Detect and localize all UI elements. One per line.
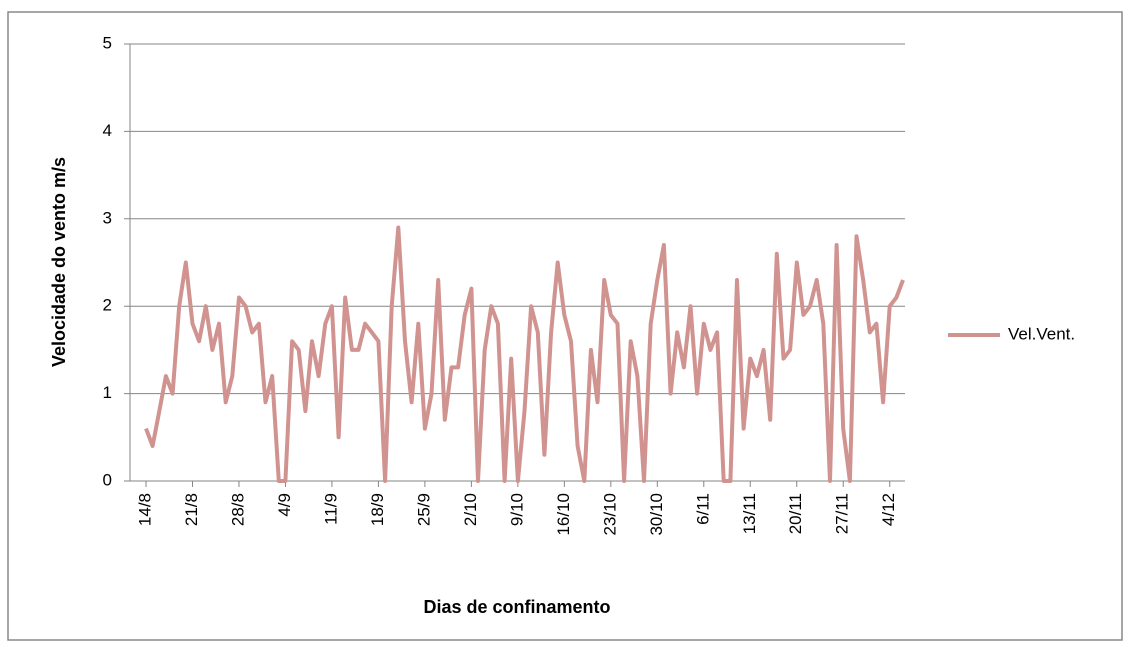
x-tick-label: 4/9 xyxy=(275,493,294,517)
x-tick-label: 23/10 xyxy=(600,493,619,536)
x-tick-label: 18/9 xyxy=(368,493,387,526)
y-tick-label: 4 xyxy=(103,121,112,140)
x-tick-label: 4/12 xyxy=(879,493,898,526)
x-tick-label: 25/9 xyxy=(414,493,433,526)
x-tick-label: 20/11 xyxy=(786,493,805,534)
x-tick-label: 14/8 xyxy=(135,493,154,526)
x-tick-label: 2/10 xyxy=(461,493,480,526)
legend-label: Vel.Vent. xyxy=(1008,324,1075,343)
y-tick-label: 0 xyxy=(103,470,112,489)
x-tick-label: 13/11 xyxy=(740,493,759,534)
y-tick-label: 1 xyxy=(103,383,112,402)
x-tick-label: 11/9 xyxy=(321,493,340,525)
y-tick-label: 2 xyxy=(103,296,112,315)
x-tick-label: 6/11 xyxy=(693,493,712,525)
x-tick-label: 16/10 xyxy=(554,493,573,536)
y-tick-label: 5 xyxy=(103,33,112,52)
x-tick-label: 30/10 xyxy=(647,493,666,536)
x-tick-label: 9/10 xyxy=(507,493,526,526)
x-tick-label: 28/8 xyxy=(228,493,247,526)
data-line xyxy=(144,225,905,483)
y-axis-title: Velocidade do vento m/s xyxy=(49,157,69,367)
x-tick-label: 21/8 xyxy=(182,493,201,526)
x-axis-title: Dias de confinamento xyxy=(423,597,610,617)
x-tick-label: 27/11 xyxy=(833,493,852,534)
chart-border xyxy=(7,11,1123,641)
y-tick-label: 3 xyxy=(103,208,112,227)
